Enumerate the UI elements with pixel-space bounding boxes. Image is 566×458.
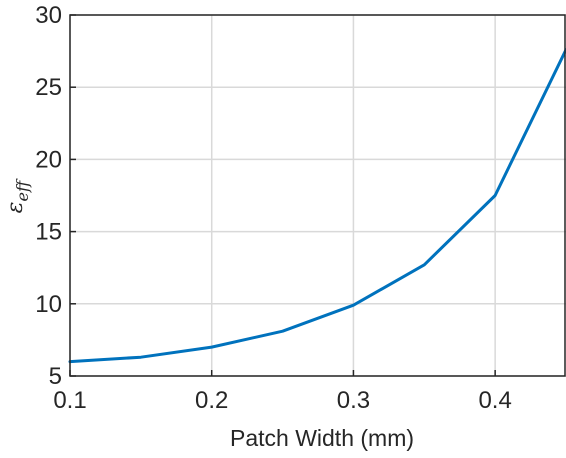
axes <box>69 14 566 377</box>
y-tick-label: 15 <box>35 219 62 246</box>
x-tick-label: 0.3 <box>337 387 370 414</box>
y-tick-label: 5 <box>49 363 62 390</box>
x-tick-label: 0.2 <box>195 387 228 414</box>
y-axis-label-subscript: eff <box>13 178 32 201</box>
x-axis-ticks: 0.1 0.2 0.3 0.4 <box>53 387 512 414</box>
x-tick-label: 0.1 <box>53 387 86 414</box>
series-layer <box>68 48 566 364</box>
y-tick-label: 10 <box>35 291 62 318</box>
y-axis-label: εeff <box>3 178 32 213</box>
y-tick-label: 30 <box>35 2 62 29</box>
grid <box>69 14 566 377</box>
plot-frame <box>69 14 566 377</box>
y-axis-label-symbol: ε <box>3 202 28 214</box>
y-tick-label: 20 <box>35 146 62 173</box>
svg-text:εeff: εeff <box>3 178 32 213</box>
y-axis-ticks: 5 10 15 20 25 30 <box>35 2 62 390</box>
x-tick-label: 0.4 <box>478 387 511 414</box>
x-axis-label: Patch Width (mm) <box>230 425 414 451</box>
series-line <box>68 48 566 364</box>
y-tick-label: 25 <box>35 74 62 101</box>
